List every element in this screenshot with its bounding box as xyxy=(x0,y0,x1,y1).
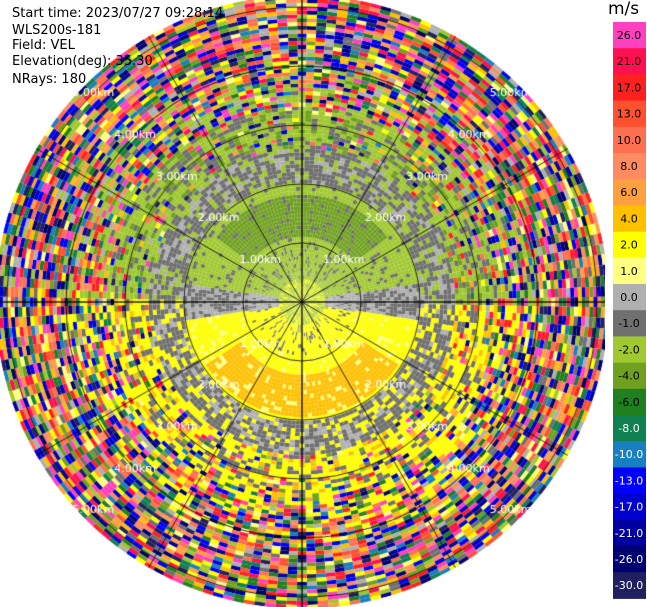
colorbar-segment xyxy=(613,231,646,259)
colorbar-segment xyxy=(613,336,646,364)
field-label: Field: VEL xyxy=(12,38,75,53)
colorbar-segment xyxy=(613,493,646,521)
colorbar-segment xyxy=(613,388,646,416)
colorbar-segment xyxy=(613,519,646,547)
colorbar-segment xyxy=(613,48,646,75)
colorbar-tick-label: -13.0 xyxy=(615,474,643,487)
colorbar-tick-label: -26.0 xyxy=(615,553,643,566)
colorbar-segment xyxy=(613,179,646,206)
colorbar-tick-label: 17.0 xyxy=(617,81,642,94)
velocity-colorbar: 26.0 21.0 17.0 13.0 10.0 8.0 6.0 4.0 2.0 1.0 0.0 -1… xyxy=(613,22,646,599)
colorbar-segment xyxy=(613,74,646,102)
colorbar-tick-label: 2.0 xyxy=(620,239,638,252)
colorbar-tick-label: -1.0 xyxy=(618,317,639,330)
colorbar-tick-label: -10.0 xyxy=(615,448,643,461)
colorbar-segment xyxy=(613,546,646,573)
colorbar-tick-label: 26.0 xyxy=(617,29,642,42)
colorbar-segment xyxy=(613,22,646,49)
colorbar-segment xyxy=(613,153,646,180)
colorbar-tick-label: -8.0 xyxy=(618,422,639,435)
colorbar-tick-label: 8.0 xyxy=(620,160,638,173)
colorbar-segment xyxy=(613,467,646,495)
elevation-label: Elevation(deg): 35.30 xyxy=(12,54,153,69)
colorbar-tick-label: 4.0 xyxy=(620,212,638,225)
colorbar-tick-label: -30.0 xyxy=(615,579,643,592)
start-time-label: Start time: 2023/07/27 09:28:14 xyxy=(12,6,224,21)
colorbar-tick-label: 6.0 xyxy=(620,186,638,199)
colorbar-segment xyxy=(613,284,646,311)
colorbar-tick-label: 13.0 xyxy=(617,108,642,121)
colorbar-tick-label: 10.0 xyxy=(617,134,642,147)
instrument-label: WLS200s-181 xyxy=(12,23,102,38)
colorbar-segment xyxy=(613,257,646,285)
colorbar-segment xyxy=(613,205,646,233)
colorbar-tick-label: -17.0 xyxy=(615,501,643,514)
colorbar-tick-label: 21.0 xyxy=(617,55,642,68)
colorbar-tick-label: -21.0 xyxy=(615,527,643,540)
colorbar-tick-label: 1.0 xyxy=(620,265,638,278)
colorbar-tick-label: -6.0 xyxy=(618,396,639,409)
colorbar-segment xyxy=(613,310,646,337)
colorbar-tick-label: -4.0 xyxy=(618,370,639,383)
colorbar-segment xyxy=(613,126,646,154)
colorbar-unit-label: m/s xyxy=(608,0,640,19)
colorbar-segment xyxy=(613,100,646,128)
colorbar-segment xyxy=(613,441,646,468)
nrays-label: NRays: 180 xyxy=(12,72,87,87)
colorbar-segment xyxy=(613,572,646,599)
colorbar-segment xyxy=(613,415,646,442)
colorbar-tick-label: 0.0 xyxy=(620,291,638,304)
ppi-velocity-plot xyxy=(0,0,605,607)
colorbar-tick-label: -2.0 xyxy=(618,343,639,356)
colorbar-segment xyxy=(613,362,646,390)
